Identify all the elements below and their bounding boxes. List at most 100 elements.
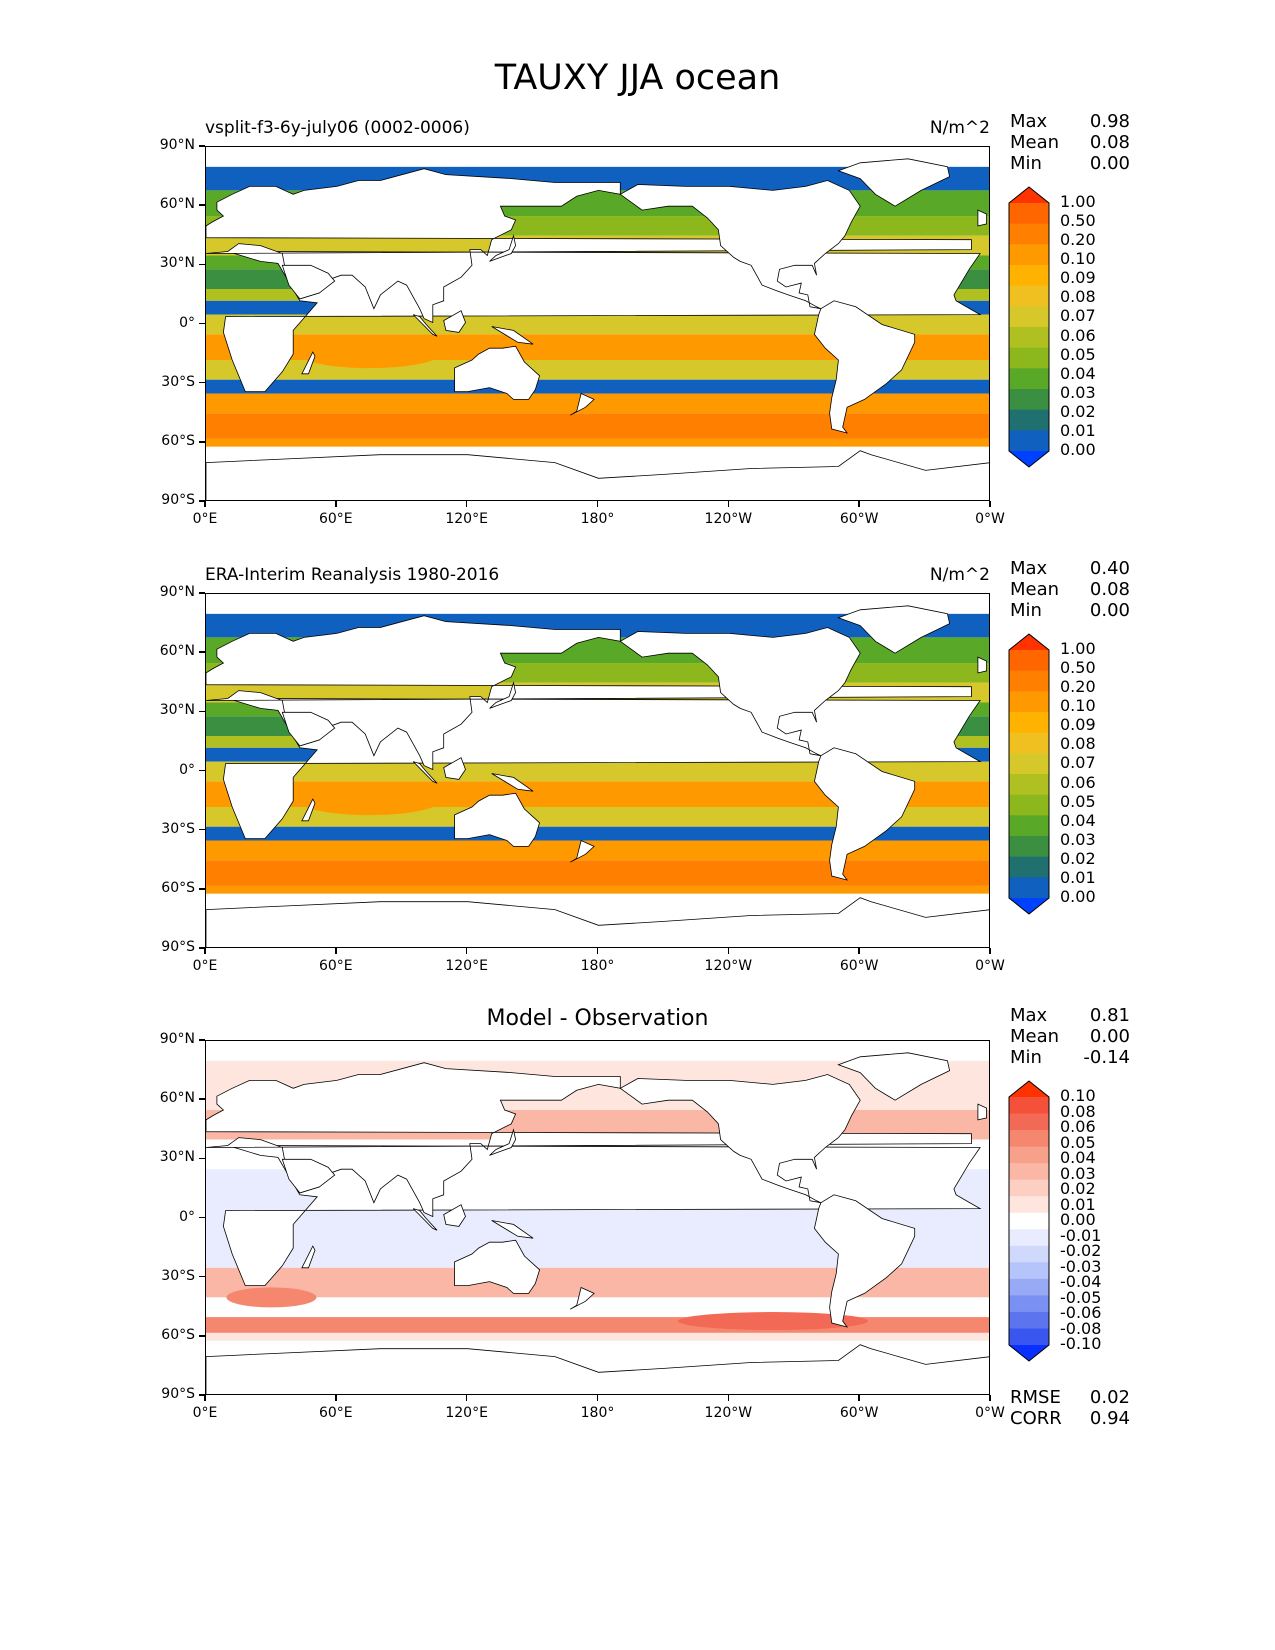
panel-obs-field-band-13 [206,860,989,886]
panel-model-lon-tickmark [989,501,991,507]
panel-diff-colorbar-extend-bottom [1009,1345,1049,1361]
panel-obs-map[interactable] [205,593,990,948]
panel-obs-lat-tick-label: 0° [179,761,195,778]
panel-diff-colorbar-label: 0.03 [1060,1163,1096,1183]
panel-obs-colorbar-segment [1009,794,1049,816]
panel-diff-lon-tickmark [335,1395,337,1401]
panel-model-map-svg [206,147,989,500]
panel-model-land-arabia-fill [281,264,336,300]
panel-model-colorbar-label: 1.00 [1060,192,1096,211]
panel-model-lat-tickmark [199,145,205,147]
panel-obs-lon-tickmark [204,948,206,954]
panel-diff-land-antarctica [206,1344,989,1394]
panel-obs-lon-tick-label: 180° [580,958,615,974]
panel-obs-nodata-north [206,594,989,614]
panel-diff-stat-min-key: Min [1010,1047,1042,1068]
panel-diff-lon-tickmark [204,1395,206,1401]
panel-obs-lon-tick-label: 60°W [839,958,879,974]
panel-diff-land-japan [489,1128,517,1156]
panel-obs-stat-max-key: Max [1010,558,1048,579]
panel-diff-colorbar-label: -0.05 [1060,1287,1102,1307]
panel-model-field-blob-indian [299,340,440,369]
panel-diff-land-new-guinea [491,1220,534,1239]
panel-model-colorbar-segment [1009,430,1049,452]
panel-model-lon-tick-label: 60°W [839,511,879,527]
panel-diff-colorbar-extend-top [1009,1081,1049,1097]
panel-diff-colorbar-segment [1009,1328,1049,1346]
panel-diff-colorbar-segment [1009,1146,1049,1164]
panel-obs-lon-tick-label: 0°W [975,958,1005,974]
panel-model-lon-tickmark [335,501,337,507]
panel-diff-lon-tick-label: 0°E [192,1405,218,1421]
panel-model-map[interactable] [205,146,990,501]
panel-diff-colorbar-segment [1009,1113,1049,1131]
panel-obs-lon-tickmark [596,948,599,954]
panel-diff-lon-tickmark [596,1395,599,1401]
panel-model-land-uk [977,209,987,227]
panel-model-colorbar-label: 0.50 [1060,211,1096,231]
panel-diff-colorbar [1008,1080,1050,1362]
panel-diff-land-australia [454,1239,541,1294]
panel-diff-colorbar-label: 0.06 [1060,1117,1096,1136]
panel-obs-land-australia [454,792,541,847]
panel-diff-colorbar-segment [1009,1163,1049,1181]
panel-diff-lon-tickmark [465,1395,468,1401]
panel-obs-field-band-8 [206,761,989,782]
panel-obs-lat-tick-label: 90°S [161,939,195,955]
panel-model-lat-tickmark [199,441,205,443]
panel-diff-title: Model - Observation [486,1006,709,1031]
panel-diff-land-south-america [813,1194,916,1328]
panel-obs-colorbar-segment [1009,712,1049,734]
panel-diff-land-madagascar [301,1245,316,1269]
panel-model-colorbar-segment [1009,368,1049,390]
panel-diff-map[interactable] [205,1040,990,1395]
panel-diff-colorbar-label: -0.08 [1060,1318,1102,1338]
panel-diff-lat-tickmark [199,1157,205,1160]
panel-diff-rmse-key: RMSE [1010,1387,1061,1408]
panel-model-land-south-america [813,300,916,434]
panel-diff-colorbar-label: 0.04 [1060,1148,1096,1167]
panel-diff-stat-max-value: 0.81 [1089,1005,1130,1026]
panel-model-land-north-america [619,180,861,310]
panel-obs-field-band-14 [206,885,989,894]
panel-diff-lat-tick-label: 0° [179,1208,195,1225]
panel-obs-colorbar-label: 0.00 [1060,887,1096,906]
panel-diff-land-north-america [619,1074,861,1204]
panel-obs-field-band-11 [206,826,989,841]
panel-obs-colorbar-extend-top [1009,634,1049,650]
panel-model-land-new-guinea [491,326,534,345]
panel-diff-stat-mean-key: Mean [1010,1026,1060,1047]
panel-diff-field-band-9 [206,1332,989,1341]
panel-obs-lat-tickmark [199,651,205,653]
panel-model-land-greenland [837,158,951,207]
panel-obs-lat-tick-label: 90°N [159,584,195,600]
panel-model-colorbar-label: 0.04 [1060,363,1096,383]
panel-diff-colorbar-segment [1009,1097,1049,1115]
panel-model-stat-max-value: 0.98 [1089,111,1130,132]
panel-obs-land-sumatra [412,761,438,784]
panel-diff-lat-tick-label: 30°S [161,1267,195,1284]
panel-model-lat-tick-label: 60°S [161,432,195,449]
panel-diff-rmse-value: 0.02 [1089,1387,1130,1408]
panel-model-lon-tickmark [204,501,206,507]
panel-model-colorbar-label: 0.20 [1060,230,1096,250]
panel-model-lat-tickmark [199,204,205,206]
panel-obs-lat-tickmark [199,888,205,890]
panel-diff-stat-mean-value: 0.00 [1089,1026,1130,1047]
panel-model-colorbar-segment [1009,389,1049,411]
panel-obs-units: N/m^2 [929,565,990,585]
panel-obs-stat-min-value: 0.00 [1089,600,1130,621]
panel-diff-land-uk [977,1103,987,1121]
panel-obs-land-new-zealand [569,839,595,863]
panel-obs-land-borneo [443,757,466,780]
panel-diff-lat-tickmark [199,1275,205,1278]
panel-model-lat-tickmark [199,500,205,502]
panel-obs-land-japan [489,681,517,709]
panel-model-stat-min-value: 0.00 [1089,153,1130,174]
panel-model-colorbar-extend-bottom [1009,451,1049,467]
panel-model-colorbar-segment [1009,327,1049,349]
panel-diff-lon-tick-label: 120°W [704,1405,753,1421]
panel-obs-lat-tickmark [199,828,205,831]
panel-model-lat-tickmark [199,263,205,266]
panel-obs-colorbar-label: 0.01 [1060,867,1096,887]
